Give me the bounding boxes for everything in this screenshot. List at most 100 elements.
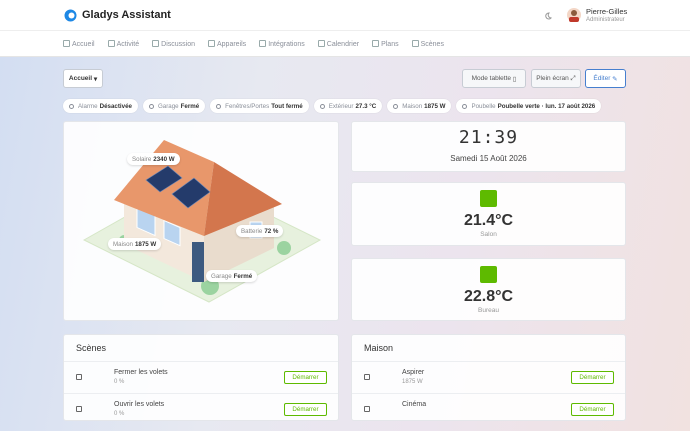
button-label[interactable]: Mode tablette [471, 75, 511, 82]
row-detail: 0 % [114, 379, 125, 385]
house-card: Solaire 2340 W Maison 1875 W Batterie 72 % … [63, 121, 339, 321]
status-icon [393, 103, 399, 109]
row-detail: 0 % [114, 411, 125, 417]
room-name: Salon [480, 231, 497, 238]
list-row: Aspirer 1875 W Démarrer [352, 361, 625, 393]
start-button[interactable]: Démarrer [571, 403, 614, 416]
tablet-mode-button[interactable]: Mode tablette ▯ [462, 69, 526, 88]
status-value: 1875 W [424, 102, 446, 110]
row-name: Aspirer [402, 369, 425, 376]
nav-link[interactable]: Activité [108, 40, 140, 48]
nav-link[interactable]: Intégrations [259, 40, 305, 48]
temperature-value: 21.4°C [463, 212, 514, 229]
status-icon [216, 103, 222, 109]
status-chip[interactable]: Garage Fermé [142, 99, 206, 113]
start-label[interactable]: Démarrer [292, 406, 319, 413]
house-label-name: Garage [211, 272, 232, 280]
status-icon [148, 103, 154, 109]
row-icon [364, 406, 370, 412]
maison-card: Maison Aspirer 1875 W Démarrer Cinéma Démarr… [351, 334, 626, 421]
room-name: Bureau [478, 307, 499, 314]
house-label-name: Solaire [132, 155, 152, 163]
clock-time: 21:39 [458, 127, 519, 148]
status-value: Désactivée [99, 102, 132, 110]
list-row: Fermer les volets 0 % Démarrer [64, 361, 338, 393]
row-icon [76, 374, 82, 380]
nav-bar: Accueil Activité Discussion Appareils Intégr… [0, 31, 690, 57]
status-bar: Alarme Désactivée Garage Fermé Fenêtres/Port… [63, 99, 602, 113]
nav-link[interactable]: Appareils [208, 40, 246, 48]
start-button[interactable]: Démarrer [571, 371, 614, 384]
status-icon [69, 103, 74, 109]
status-chip[interactable]: Maison 1875 W [387, 99, 452, 113]
house-label: Garage Fermé [206, 270, 258, 282]
status-label: Maison [402, 102, 423, 110]
status-chip[interactable]: Extérieur 27.3 °C [313, 99, 383, 113]
user-role: Administrateur [586, 17, 625, 23]
row-name: Fermer les volets [114, 369, 168, 376]
nav-link[interactable]: Plans [372, 40, 399, 48]
start-button[interactable]: Démarrer [284, 403, 327, 416]
user-name[interactable]: Pierre-Gilles [586, 7, 628, 16]
row-name: Ouvrir les volets [114, 401, 165, 408]
scenes-card: Scènes Fermer les volets 0 % Démarrer Ouvri… [63, 334, 339, 421]
theme-toggle[interactable] [544, 12, 552, 20]
house-label-value: Fermé [233, 272, 253, 280]
card-title: Maison [364, 343, 394, 353]
thermometer-icon [480, 190, 497, 207]
nav-link[interactable]: Calendrier [318, 40, 359, 48]
row-name: Cinéma [402, 401, 427, 408]
start-label[interactable]: Démarrer [579, 374, 606, 381]
status-value: Fermé [180, 102, 200, 110]
row-detail: 1875 W [402, 379, 423, 385]
status-value: Poubelle verte · lun. 17 août 2026 [497, 102, 596, 110]
avatar[interactable] [567, 8, 581, 22]
header: Gladys Assistant Pierre-Gilles Administr… [0, 0, 690, 31]
temperature-card: 21.4°C Salon [351, 182, 626, 246]
logo [64, 9, 77, 22]
start-button[interactable]: Démarrer [284, 371, 327, 384]
list-row: Cinéma Démarrer [352, 393, 625, 425]
dashboard-name[interactable]: Accueil [68, 75, 93, 82]
house-label-value: 2340 W [153, 155, 175, 163]
clock-card: 21:39 Samedi 15 Août 2026 [351, 121, 626, 172]
app-title[interactable]: Gladys Assistant [82, 9, 171, 21]
status-chip[interactable]: Poubelle Poubelle verte · lun. 17 août 20… [456, 99, 602, 113]
house-label: Batterie 72 % [236, 225, 284, 237]
start-label[interactable]: Démarrer [579, 406, 606, 413]
status-icon [462, 103, 468, 109]
dashboard-select[interactable]: Accueil ▾ [63, 69, 103, 88]
house-label-name: Batterie [241, 227, 263, 235]
list-row: Ouvrir les volets 0 % Démarrer [64, 393, 338, 425]
status-value: Tout fermé [271, 102, 303, 110]
house-label: Maison 1875 W [108, 238, 162, 250]
temperature-card: 22.8°C Bureau [351, 258, 626, 321]
house-label: Solaire 2340 W [127, 153, 180, 165]
edit-button[interactable]: Éditer ✎ [585, 69, 626, 88]
nav-link[interactable]: Discussion [152, 40, 195, 48]
row-icon [76, 406, 82, 412]
status-icon [319, 103, 325, 109]
button-label[interactable]: Plein écran [536, 75, 569, 82]
status-label: Extérieur [328, 102, 354, 110]
status-chip[interactable]: Fenêtres/Portes Tout fermé [210, 99, 309, 113]
status-chip[interactable]: Alarme Désactivée [63, 99, 138, 113]
house-label-value: 1875 W [134, 240, 157, 248]
fullscreen-button[interactable]: Plein écran ⤢ [531, 69, 581, 88]
status-label: Fenêtres/Portes [225, 102, 270, 110]
card-title: Scènes [76, 343, 107, 353]
house-illustration [82, 140, 322, 303]
start-label[interactable]: Démarrer [292, 374, 319, 381]
nav-link[interactable]: Accueil [63, 40, 95, 48]
thermometer-icon [480, 266, 497, 283]
nav-link[interactable]: Scènes [412, 40, 444, 48]
status-label: Poubelle [471, 102, 496, 110]
house-label-name: Maison [113, 240, 133, 248]
house-label-value: 72 % [264, 227, 279, 235]
clock-date: Samedi 15 Août 2026 [450, 154, 527, 163]
status-value: 27.3 °C [355, 102, 377, 110]
temperature-value: 22.8°C [463, 288, 514, 305]
button-label[interactable]: Éditer [593, 75, 611, 82]
